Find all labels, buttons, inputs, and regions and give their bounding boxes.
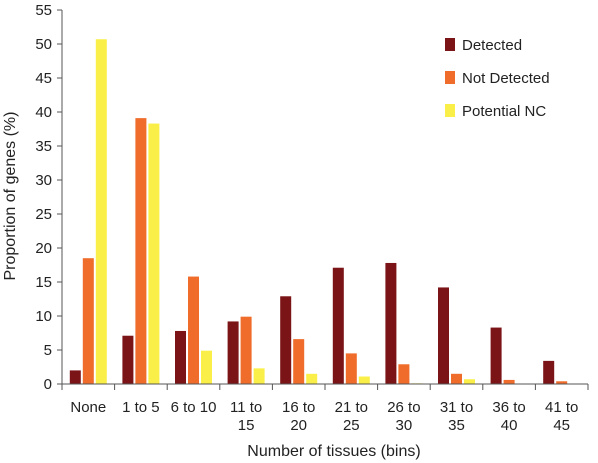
bar-detected-1: [122, 335, 134, 384]
y-tick-label: 35: [35, 138, 52, 155]
x-tick-label: 36 to 40: [492, 399, 525, 434]
legend-label-not-detected: Not Detected: [462, 70, 550, 87]
bar-detected-7: [438, 287, 449, 384]
bar-detected-3: [227, 321, 239, 384]
bar-potential-nc-4: [306, 373, 318, 384]
bar-not-detected-6: [398, 364, 410, 384]
legend: Detected Not Detected Potential NC: [445, 37, 550, 120]
legend-swatch-potential-nc: [445, 104, 455, 117]
x-tick-label: 41 to 45: [545, 399, 578, 434]
bar-not-detected-3: [240, 316, 252, 384]
x-tick-label: 26 to 30: [387, 399, 420, 434]
y-tick-label: 5: [44, 342, 52, 359]
bar-detected-2: [175, 330, 186, 384]
y-tick-label: 10: [35, 308, 52, 325]
legend-label-detected: Detected: [462, 37, 522, 54]
y-tick-label: 40: [35, 104, 52, 121]
bar-not-detected-1: [135, 118, 147, 385]
y-axis-title: Proportion of genes (%): [2, 112, 19, 281]
legend-label-potential-nc: Potential NC: [462, 103, 546, 120]
x-tick-label: 6 to 10: [171, 399, 217, 416]
x-tick-label: 31 to 35: [440, 399, 473, 434]
bar-detected-4: [280, 296, 292, 384]
bar-potential-nc-1: [148, 123, 160, 384]
bars-group: [69, 39, 568, 385]
y-tick-label: 25: [35, 206, 52, 223]
x-tick-label: 1 to 5: [122, 399, 160, 416]
bar-not-detected-9: [556, 381, 568, 384]
bar-detected-8: [490, 327, 502, 384]
bar-not-detected-0: [82, 258, 94, 384]
y-tick-label: 50: [35, 36, 52, 53]
bar-not-detected-4: [293, 339, 305, 384]
bar-detected-6: [385, 262, 397, 384]
bar-not-detected-2: [188, 276, 199, 384]
bar-potential-nc-2: [201, 350, 212, 384]
bar-potential-nc-7: [464, 379, 475, 384]
ticks-group: 0 5 10 15 20 25 30 35 40 45 50 55 None 1 to 5 6 to 10 1…: [35, 2, 589, 434]
y-tick-label: 20: [35, 240, 52, 257]
x-axis-title: Number of tissues (bins): [247, 443, 420, 460]
bar-detected-9: [543, 360, 555, 384]
y-tick-label: 30: [35, 172, 52, 189]
bar-potential-nc-3: [253, 368, 265, 384]
bar-not-detected-7: [451, 373, 462, 384]
y-tick-label: 0: [44, 376, 52, 393]
x-tick-label: 11 to 15: [230, 399, 262, 434]
bar-not-detected-5: [345, 353, 357, 384]
bar-detected-0: [69, 370, 81, 384]
x-tick-label: None: [70, 399, 106, 416]
y-tick-label: 55: [35, 2, 52, 19]
x-tick-label: 21 to 25: [335, 399, 368, 434]
y-tick-label: 45: [35, 70, 52, 87]
bar-potential-nc-5: [358, 376, 370, 384]
legend-swatch-not-detected: [445, 71, 455, 84]
bar-potential-nc-0: [95, 39, 107, 385]
legend-swatch-detected: [445, 38, 455, 51]
x-tick-label: 16 to 20: [282, 399, 315, 434]
y-tick-label: 15: [35, 274, 52, 291]
bar-detected-5: [332, 267, 344, 384]
bar-not-detected-8: [503, 379, 515, 384]
